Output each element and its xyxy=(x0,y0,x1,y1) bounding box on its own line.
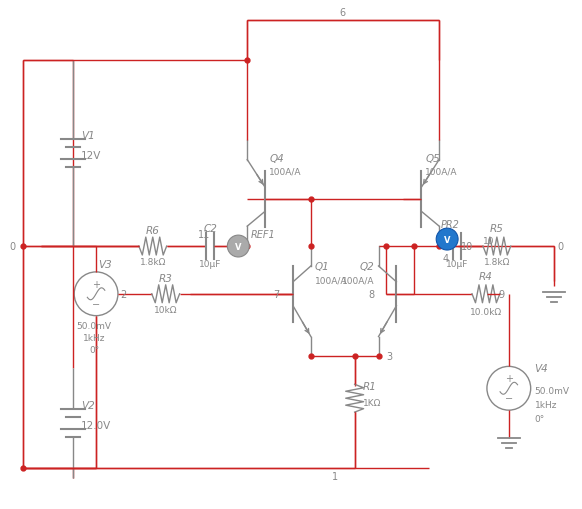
Text: 12V: 12V xyxy=(81,150,101,160)
Text: 6: 6 xyxy=(340,8,346,18)
Text: Q4: Q4 xyxy=(269,153,284,163)
Text: 3: 3 xyxy=(386,352,392,362)
Text: PR2: PR2 xyxy=(441,220,460,230)
Text: V3: V3 xyxy=(98,260,112,269)
Text: 1: 1 xyxy=(332,471,338,481)
Text: V: V xyxy=(444,235,450,244)
Text: Q1: Q1 xyxy=(315,262,329,271)
Text: +: + xyxy=(92,279,100,290)
Text: V2: V2 xyxy=(81,401,95,410)
Text: REF1: REF1 xyxy=(251,230,276,240)
Text: 11: 11 xyxy=(198,230,211,240)
Text: 1kHz: 1kHz xyxy=(83,333,105,343)
Text: 1.8kΩ: 1.8kΩ xyxy=(140,258,166,267)
Text: R1: R1 xyxy=(363,382,377,391)
Text: 4: 4 xyxy=(443,253,449,264)
Text: 8: 8 xyxy=(368,289,375,299)
Text: R3: R3 xyxy=(159,273,173,284)
Text: 12.0V: 12.0V xyxy=(81,420,111,430)
Text: Q2: Q2 xyxy=(360,262,375,271)
Text: +: + xyxy=(505,374,513,384)
Text: C2: C2 xyxy=(204,223,218,234)
Text: Q5: Q5 xyxy=(425,153,440,163)
Text: R5: R5 xyxy=(490,223,504,234)
Text: 10: 10 xyxy=(461,242,473,251)
Text: R4: R4 xyxy=(479,271,493,281)
Text: 1KΩ: 1KΩ xyxy=(363,398,381,407)
Text: 1kHz: 1kHz xyxy=(535,400,557,409)
Text: 10μF: 10μF xyxy=(446,260,469,269)
Text: 10.0kΩ: 10.0kΩ xyxy=(470,307,502,317)
Text: 1.8kΩ: 1.8kΩ xyxy=(484,258,510,267)
Text: 0: 0 xyxy=(9,242,16,251)
Text: −: − xyxy=(92,299,100,309)
Text: 10kΩ: 10kΩ xyxy=(154,305,178,315)
Text: 100A/A: 100A/A xyxy=(425,167,458,177)
Text: 2: 2 xyxy=(120,289,126,299)
Text: −: − xyxy=(505,393,513,403)
Text: 100A/A: 100A/A xyxy=(342,276,375,285)
Text: 100A/A: 100A/A xyxy=(315,276,347,285)
Text: 100A/A: 100A/A xyxy=(269,167,301,177)
Text: R6: R6 xyxy=(146,225,159,236)
Text: V4: V4 xyxy=(535,363,548,374)
Text: 50.0mV: 50.0mV xyxy=(535,386,570,395)
Text: V1: V1 xyxy=(81,130,95,140)
Text: 10μF: 10μF xyxy=(199,260,222,269)
Text: 50.0mV: 50.0mV xyxy=(77,322,112,330)
Text: 0°: 0° xyxy=(535,414,545,423)
Text: 0°: 0° xyxy=(89,345,99,354)
Text: 9: 9 xyxy=(499,289,505,299)
Circle shape xyxy=(436,229,458,250)
Text: V: V xyxy=(235,242,242,251)
Text: 7: 7 xyxy=(273,289,279,299)
Circle shape xyxy=(228,236,249,258)
Text: 10: 10 xyxy=(483,236,495,245)
Text: 0: 0 xyxy=(558,242,563,251)
